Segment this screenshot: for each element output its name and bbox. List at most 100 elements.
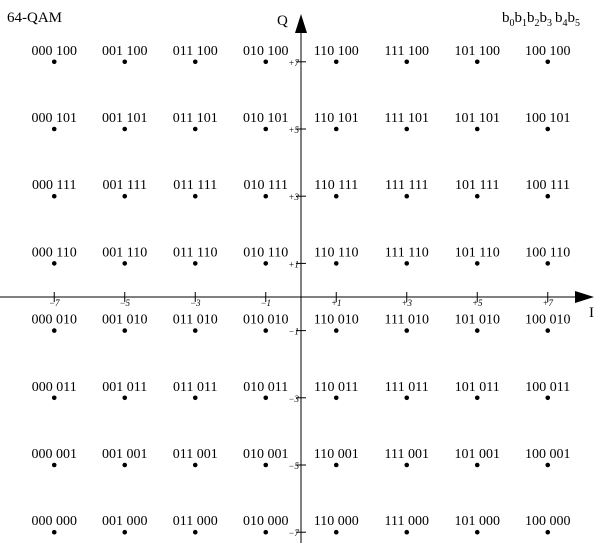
y-tick-label: −3 [288,394,299,404]
constellation-point [263,328,269,333]
point-bit-label: 111 010 [385,313,429,328]
bit-b4-sub: 4 [563,18,568,29]
point-bit-label: 110 100 [314,44,359,59]
constellation-point [192,193,198,199]
constellation-point [545,261,551,266]
constellation-point [263,193,269,199]
point-bit-label: 101 011 [455,380,500,395]
point-bit-label: 101 101 [455,111,501,126]
constellation-point [404,328,410,333]
point-bit-label: 110 011 [314,380,358,395]
constellation-point [404,395,410,401]
constellation-point [263,395,269,401]
constellation-point [474,59,480,65]
constellation-point [192,462,198,468]
point-bit-label: 100 000 [525,514,571,529]
constellation-point [122,193,128,199]
point-bit-label: 001 001 [102,447,148,462]
q-axis-arrowhead [295,14,307,33]
constellation-point [122,59,128,65]
point-bit-label: 111 110 [385,245,429,260]
constellation-point [192,261,198,266]
point-bit-label: 001 111 [103,178,147,193]
constellation-point [333,59,339,65]
constellation-point [404,462,410,468]
constellation-point [51,529,57,535]
point-bit-label: 010 110 [243,245,288,260]
constellation-point [474,193,480,199]
x-tick-label: +5 [472,298,483,308]
point-bit-label: 101 110 [455,245,500,260]
constellation-point [545,529,551,535]
bit-b1: b [515,10,523,26]
point-bit-label: 111 000 [385,514,429,529]
constellation-point [51,462,57,468]
y-tick-label: −7 [288,528,299,538]
constellation-points: 000 100 001 100 011 100 010 100 110 100 111 1… [32,44,571,535]
point-bit-label: 011 011 [173,380,217,395]
constellation-point [474,261,480,266]
point-bit-label: 000 000 [32,514,78,529]
constellation-point [404,59,410,65]
point-bit-label: 101 100 [455,44,501,59]
point-bit-label: 011 110 [173,245,217,260]
point-bit-label: 011 000 [173,514,218,529]
point-bit-label: 010 100 [243,44,289,59]
point-bit-label: 100 001 [525,447,571,462]
constellation-point [122,529,128,535]
bit-b4: b [555,10,563,26]
constellation-point [474,462,480,468]
point-bit-label: 010 111 [244,178,288,193]
point-bit-label: 000 001 [32,447,78,462]
point-bit-label: 110 101 [314,111,359,126]
point-bit-label: 001 011 [102,380,147,395]
constellation-point [474,328,480,333]
point-bit-label: 000 111 [32,178,76,193]
point-bit-label: 100 111 [526,178,570,193]
constellation-point [333,193,339,199]
constellation-point [474,529,480,535]
point-bit-label: 100 101 [525,111,571,126]
bit-b5-sub: 5 [575,18,580,29]
y-tick-label: −1 [288,327,299,337]
bit-b0: b [502,10,510,26]
point-bit-label: 000 011 [32,380,77,395]
constellation-point [122,126,128,132]
constellation-point [51,395,57,401]
bit-b0-sub: 0 [510,18,515,29]
i-axis-label: I [589,305,594,321]
constellation-point [545,126,551,132]
x-tick-label: +1 [331,298,342,308]
constellation-point [263,261,269,266]
point-bit-label: 100 011 [525,380,570,395]
point-bit-label: 010 101 [243,111,289,126]
constellation-point [333,529,339,535]
constellation-point [122,462,128,468]
point-bit-label: 111 001 [385,447,429,462]
point-bit-label: 010 010 [243,313,289,328]
x-tick-label: +7 [542,298,553,308]
bit-b5: b [568,10,576,26]
i-axis-arrowhead [575,291,594,303]
point-bit-label: 110 110 [314,245,358,260]
y-tick-label: +7 [288,58,299,68]
point-bit-label: 100 110 [525,245,570,260]
constellation-point [545,59,551,65]
constellation-point [474,395,480,401]
constellation-point [474,126,480,132]
point-bit-label: 101 000 [455,514,501,529]
point-bit-label: 111 011 [385,380,429,395]
constellation-point [192,328,198,333]
constellation-point [333,395,339,401]
constellation-point [404,126,410,132]
constellation-point [545,462,551,468]
constellation-point [333,261,339,266]
point-bit-label: 101 001 [455,447,501,462]
constellation-point [333,328,339,333]
constellation-point [192,126,198,132]
point-bit-label: 010 011 [243,380,288,395]
point-bit-label: 001 110 [102,245,147,260]
constellation-point [333,126,339,132]
constellation-point [404,529,410,535]
